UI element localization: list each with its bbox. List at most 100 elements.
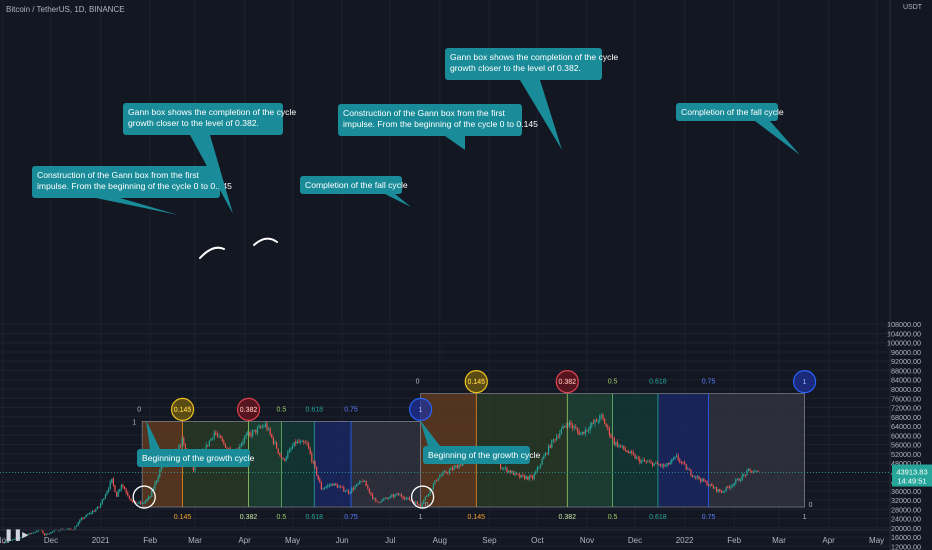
candle: [82, 517, 84, 520]
candle: [308, 441, 310, 450]
callout[interactable]: Construction of the Gann box from the fi…: [338, 104, 538, 150]
hand-drawn-arc: [199, 246, 225, 259]
candle: [20, 537, 22, 539]
candle: [418, 503, 420, 507]
callout[interactable]: Completion of the fall cycle: [676, 103, 800, 155]
candle: [226, 446, 228, 449]
price-tick-label: 108000.00: [887, 320, 921, 329]
time-tick-label: Apr: [238, 536, 251, 545]
candle: [287, 450, 289, 460]
callout-box: [32, 166, 220, 198]
candle: [256, 425, 258, 436]
candle: [743, 473, 745, 478]
callout-text: Construction of the Gann box from the fi…: [37, 170, 200, 180]
candle: [676, 453, 678, 458]
candle: [584, 427, 586, 437]
callout[interactable]: Completion of the fall cycle: [300, 176, 411, 207]
candle: [608, 426, 610, 438]
candle: [148, 495, 150, 501]
gann-zone: [657, 393, 709, 508]
candle: [528, 474, 530, 482]
candle: [383, 497, 385, 501]
callout[interactable]: Gann box shows the completion of the cyc…: [445, 48, 618, 150]
candle: [247, 430, 249, 436]
candle: [282, 457, 284, 460]
gann-level-label-bottom: 0.5: [608, 514, 618, 521]
candle: [127, 490, 129, 497]
candle: [280, 453, 282, 459]
candle: [279, 452, 281, 457]
candle: [696, 474, 698, 480]
candle: [276, 441, 278, 449]
candle: [368, 488, 370, 494]
candle: [621, 444, 623, 449]
time-tick-label: Apr: [822, 536, 835, 545]
candle: [252, 429, 254, 439]
candle: [669, 460, 671, 465]
gann-level-label-bottom: 0.145: [174, 514, 192, 521]
candle: [754, 469, 756, 473]
candle: [100, 502, 102, 509]
candle: [543, 454, 545, 460]
candle: [92, 509, 94, 515]
price-tick-label: 64000.00: [891, 422, 921, 431]
symbol-title[interactable]: Bitcoin / TetherUS, 1D, BINANCE: [6, 5, 125, 14]
callout[interactable]: Gann box shows the completion of the cyc…: [123, 103, 296, 214]
candle: [407, 497, 409, 500]
candle: [18, 537, 20, 540]
candle: [365, 480, 367, 487]
callout[interactable]: Beginning of the growth cycle: [137, 420, 254, 467]
time-tick-label: Jul: [385, 536, 395, 545]
candle: [632, 450, 634, 456]
candle: [719, 488, 721, 493]
candle: [572, 422, 574, 432]
candle: [328, 483, 330, 488]
candle: [680, 461, 682, 465]
gann-circle-0145-label: 0.145: [174, 407, 192, 414]
time-tick-label: Aug: [433, 536, 447, 545]
candle: [343, 485, 345, 493]
gann-zone: [351, 421, 421, 508]
candle: [336, 483, 338, 489]
candle: [618, 443, 620, 448]
candle: [679, 458, 681, 464]
callout[interactable]: Construction of the Gann box from the fi…: [32, 166, 232, 215]
candle: [735, 477, 737, 486]
tradingview-logo-icon[interactable]: ❚❚▸: [4, 529, 28, 541]
time-tick-label: Feb: [727, 536, 741, 545]
candle: [2, 541, 4, 544]
callout[interactable]: Beginning of the growth cycle: [420, 420, 540, 464]
gann-level-label-bottom: 0.75: [344, 514, 358, 521]
candle: [181, 436, 183, 448]
candle: [415, 500, 417, 504]
candle: [52, 531, 54, 533]
candle: [4, 541, 6, 544]
callout-text: impulse. From the beginning of the cycle…: [37, 181, 232, 191]
candle: [344, 490, 346, 493]
gann-level-label-top: 0.5: [608, 379, 618, 386]
candle: [624, 446, 626, 452]
candle: [357, 482, 359, 486]
candle: [733, 482, 735, 488]
candle: [597, 419, 599, 425]
gann-circle-0145: [170, 397, 195, 421]
candle: [423, 499, 425, 505]
candle: [551, 439, 553, 449]
candle: [738, 477, 740, 481]
candle: [253, 429, 255, 432]
candle: [28, 533, 30, 536]
candle: [404, 496, 406, 501]
candle: [31, 532, 33, 535]
candle: [538, 466, 540, 470]
candle: [300, 439, 302, 445]
candle: [720, 489, 722, 494]
candle: [378, 501, 380, 504]
candle: [636, 455, 638, 460]
candle: [432, 482, 434, 490]
candle: [508, 470, 510, 474]
candle: [320, 481, 322, 491]
candle: [394, 493, 396, 499]
gann-level-label-bottom: 0.618: [649, 514, 667, 521]
candle: [644, 457, 646, 462]
